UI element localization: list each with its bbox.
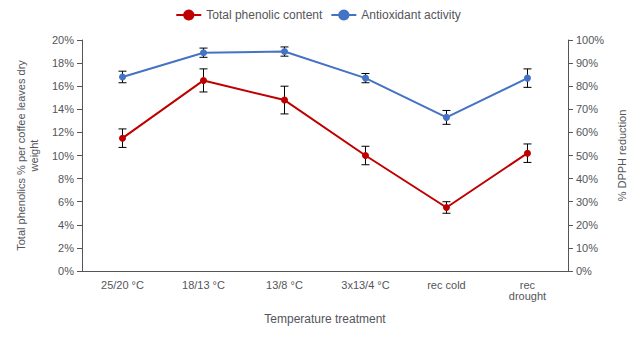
svg-text:0%: 0%: [576, 265, 592, 277]
svg-text:6%: 6%: [58, 196, 74, 208]
svg-text:16%: 16%: [52, 80, 74, 92]
svg-text:90%: 90%: [576, 57, 598, 69]
svg-text:13/8 °C: 13/8 °C: [266, 279, 303, 291]
svg-text:14%: 14%: [52, 103, 74, 115]
svg-text:40%: 40%: [576, 173, 598, 185]
svg-text:2%: 2%: [58, 242, 74, 254]
svg-text:0%: 0%: [58, 265, 74, 277]
svg-text:50%: 50%: [576, 150, 598, 162]
svg-text:20%: 20%: [576, 219, 598, 231]
svg-text:18%: 18%: [52, 57, 74, 69]
svg-text:80%: 80%: [576, 80, 598, 92]
svg-text:70%: 70%: [576, 103, 598, 115]
svg-text:20%: 20%: [52, 34, 74, 46]
svg-text:18/13 °C: 18/13 °C: [182, 279, 225, 291]
svg-text:3x13/4 °C: 3x13/4 °C: [341, 279, 389, 291]
svg-text:% DPPH reduction: % DPPH reduction: [616, 110, 628, 202]
svg-text:weight: weight: [28, 140, 40, 173]
svg-text:Antioxidant activity: Antioxidant activity: [361, 8, 460, 22]
svg-text:30%: 30%: [576, 196, 598, 208]
svg-text:25/20 °C: 25/20 °C: [101, 279, 144, 291]
svg-text:rec: rec: [519, 278, 536, 291]
svg-text:100%: 100%: [576, 34, 604, 46]
svg-text:drought: drought: [509, 290, 546, 302]
svg-text:12%: 12%: [52, 126, 74, 138]
svg-text:rec cold: rec cold: [427, 279, 466, 291]
svg-text:Total phenolics % per coffee l: Total phenolics % per coffee leaves dry: [15, 60, 27, 251]
svg-text:Total phenolic content: Total phenolic content: [206, 8, 323, 22]
svg-text:60%: 60%: [576, 126, 598, 138]
svg-text:Temperature treatment: Temperature treatment: [264, 312, 386, 326]
svg-text:10%: 10%: [576, 242, 598, 254]
svg-text:10%: 10%: [52, 150, 74, 162]
svg-text:4%: 4%: [58, 219, 74, 231]
svg-text:8%: 8%: [58, 173, 74, 185]
